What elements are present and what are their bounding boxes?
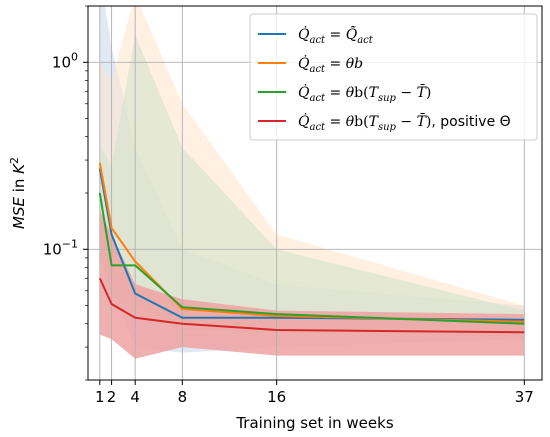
x-tick-label: 16 bbox=[267, 388, 286, 406]
series-lines bbox=[98, 162, 525, 334]
x-tick-label: 1 bbox=[95, 388, 105, 406]
y-tick-label: 10−1 bbox=[43, 237, 78, 258]
band-series-4 bbox=[99, 211, 525, 359]
confidence-bands bbox=[99, 6, 525, 359]
x-tick-label: 4 bbox=[130, 388, 140, 406]
x-tick-label: 37 bbox=[515, 388, 534, 406]
x-tick-label: 2 bbox=[107, 388, 117, 406]
y-axis-label: MSE in K2 bbox=[8, 157, 28, 229]
y-tick-label: 100 bbox=[52, 50, 78, 71]
x-axis-label: Training set in weeks bbox=[235, 414, 394, 432]
legend-label: Q̇act = Q̃̇act bbox=[298, 24, 374, 46]
legend-label: Q̇act = θb bbox=[298, 54, 363, 75]
x-tick-label: 8 bbox=[178, 388, 188, 406]
legend-label: Q̇act = θb(Tsup − T̄), positive Θ bbox=[298, 112, 511, 133]
y-axis: 10−1 100 bbox=[43, 5, 88, 381]
legend-box bbox=[249, 13, 538, 141]
x-axis: 1 2 4 8 16 37 bbox=[95, 380, 534, 406]
series-line-3 bbox=[98, 192, 525, 325]
legend-label: Q̇act = θb(Tsup − T̄) bbox=[298, 83, 431, 104]
series-line-4 bbox=[98, 277, 525, 334]
series-line-1 bbox=[98, 168, 525, 321]
legend: Q̇act = Q̃̇act Q̇act = θb Q̇act = θb(Tsup … bbox=[249, 13, 538, 141]
band-series-3 bbox=[99, 35, 525, 337]
y-axis-label-quantity: MSE bbox=[10, 197, 28, 229]
